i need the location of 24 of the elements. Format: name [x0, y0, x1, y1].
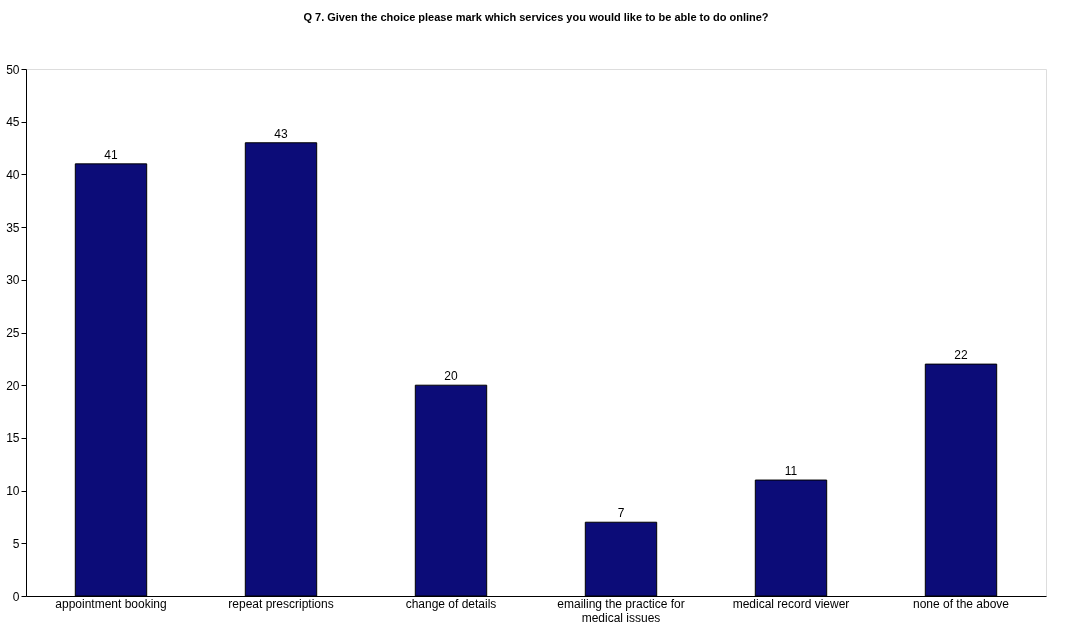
y-tick-label: 5: [12, 536, 20, 551]
data-label: 22: [954, 348, 968, 363]
y-tick-label: 20: [6, 378, 20, 393]
x-tick-label: emailing the practice for medical issues: [557, 596, 685, 625]
x-tick-label: repeat prescriptions: [228, 596, 334, 611]
data-label: 43: [274, 126, 288, 141]
x-tick-label: change of details: [405, 596, 497, 611]
data-label: 7: [617, 506, 625, 521]
y-tick-label: 30: [6, 273, 20, 288]
y-tick-label: 45: [6, 115, 20, 130]
y-tick-label: 15: [6, 431, 20, 446]
y-tick-label: 10: [6, 484, 20, 499]
y-tick-label: 25: [6, 326, 20, 340]
data-label: 20: [444, 369, 458, 384]
data-label: 41: [104, 147, 118, 162]
x-tick-label: appointment booking: [55, 596, 167, 611]
y-tick-label: 50: [6, 62, 20, 77]
y-tick-label: 40: [6, 167, 20, 182]
y-tick-label: 35: [6, 220, 20, 235]
x-tick-label: medical record viewer: [732, 596, 850, 611]
y-tick-label: 0: [12, 589, 20, 604]
data-label: 11: [784, 464, 798, 479]
x-tick-label: none of the above: [912, 596, 1010, 611]
chart-title: Q 7. Given the choice please mark which services you would like to be able to do online?: [303, 11, 769, 23]
